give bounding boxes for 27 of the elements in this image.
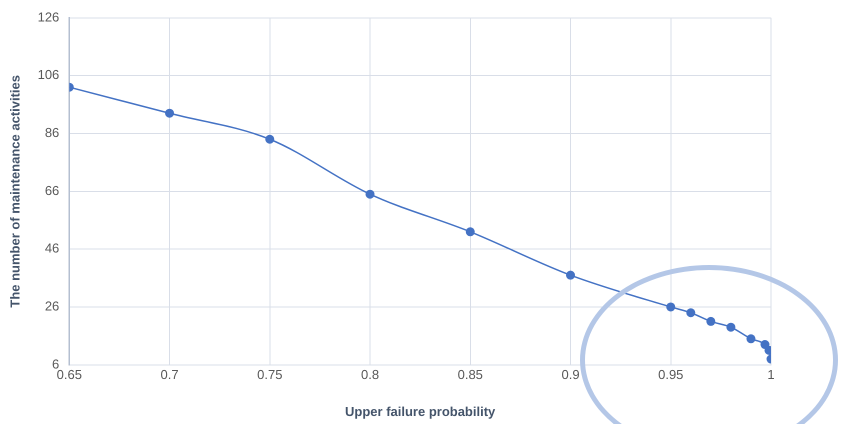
point — [686, 308, 696, 318]
point — [265, 134, 274, 144]
y-axis-title: The number of maintenance activities — [7, 74, 22, 308]
x-tick-label: 0.95 — [658, 367, 684, 382]
point — [746, 334, 756, 344]
y-tick-label: 66 — [44, 182, 60, 198]
x-tick-label: 0.9 — [561, 367, 580, 382]
point — [566, 270, 576, 280]
point — [706, 316, 716, 326]
x-tick-label: 0.7 — [160, 367, 179, 382]
x-tick-label: 0.8 — [360, 367, 380, 382]
point — [666, 302, 676, 312]
point — [726, 322, 736, 332]
x-tick-label: 0.65 — [56, 367, 82, 382]
y-tick-label: 126 — [38, 9, 60, 24]
point — [366, 190, 375, 199]
y-tick-label: 106 — [38, 67, 60, 82]
point — [466, 227, 475, 236]
y-tick-label: 26 — [44, 298, 60, 314]
y-tick-label: 86 — [44, 125, 60, 140]
x-tick-label: 0.85 — [458, 367, 483, 382]
x-axis-title: Upper failure probability — [345, 404, 496, 419]
x-tick-label: 1 — [767, 367, 775, 382]
point — [165, 108, 174, 118]
y-tick-label: 46 — [44, 240, 60, 256]
y-tick-label: 6 — [52, 356, 60, 372]
x-tick-label: 0.75 — [257, 367, 282, 382]
